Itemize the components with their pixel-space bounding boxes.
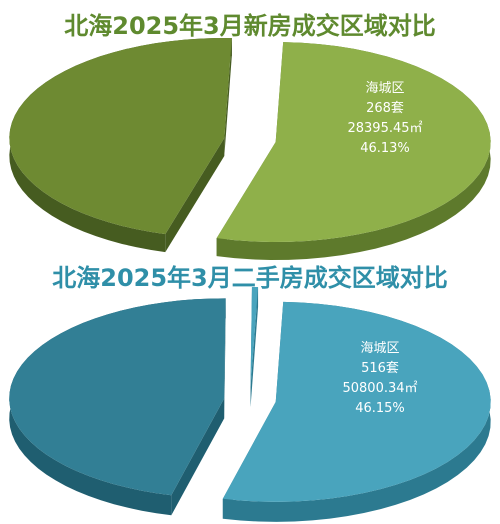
slice-label-area: 50800.34㎡ bbox=[342, 381, 417, 396]
pie-slice-银海区 bbox=[216, 42, 491, 260]
slice-label-name: 海城区 bbox=[365, 81, 404, 96]
pie-slice-海城区 bbox=[9, 38, 232, 253]
chart-title-resale-homes: 北海2025年3月二手房成交区域对比 bbox=[52, 264, 448, 292]
slice-label-units: 516套 bbox=[361, 360, 399, 376]
slice-top bbox=[222, 301, 491, 502]
chart-title-new-homes: 北海2025年3月新房成交区域对比 bbox=[64, 12, 436, 40]
slice-label-percent: 46.13% bbox=[360, 141, 410, 156]
pie-slice-海城区 bbox=[9, 298, 226, 516]
slice-cut-face bbox=[224, 298, 226, 419]
slice-top bbox=[9, 298, 226, 496]
slice-top bbox=[250, 287, 259, 388]
slice-label-area: 28395.45㎡ bbox=[347, 121, 422, 136]
pie-slice-sliver bbox=[250, 287, 259, 408]
slice-cut-face bbox=[250, 287, 259, 408]
slice-cut-face bbox=[224, 38, 232, 156]
slice-cut-face bbox=[165, 137, 225, 253]
slice-top bbox=[216, 42, 491, 242]
slice-label-units: 268套 bbox=[366, 100, 404, 116]
slice-label-name: 海城区 bbox=[360, 341, 399, 356]
slice-label-percent: 46.15% bbox=[355, 401, 405, 416]
slice-top bbox=[9, 38, 232, 235]
slice-cut-face bbox=[171, 398, 225, 516]
pie-slice-银海区 bbox=[222, 301, 491, 522]
